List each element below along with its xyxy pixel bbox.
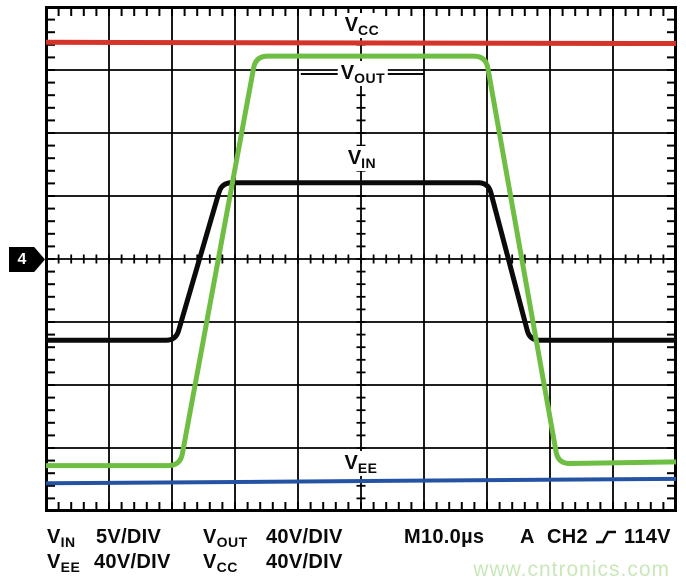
vin-trace-label: VIN <box>344 146 380 171</box>
watermark: www.cntronics.com <box>473 558 670 581</box>
trace-vee <box>45 476 677 486</box>
readout-timebase: M10.0µs <box>404 526 485 548</box>
readout-trigger-mode: A <box>520 526 535 548</box>
readout-vee-scale: 40V/DIV <box>94 551 171 573</box>
readout-trigger-source: CH2 <box>547 526 588 548</box>
readout-vee-name: VEE <box>47 551 81 575</box>
readout-vcc-scale: 40V/DIV <box>266 551 343 573</box>
vout-trace-label-text: VOUT <box>337 61 389 86</box>
readout-vin-scale: 5V/DIV <box>96 526 162 548</box>
vout-label-left-leader-line <box>300 72 338 75</box>
trace-vin <box>46 180 676 343</box>
vout-label-right-leader-line <box>388 72 426 75</box>
readout-vout-scale: 40V/DIV <box>266 526 343 548</box>
graticule-and-traces <box>45 6 677 512</box>
vee-trace-label: VEE <box>341 451 381 476</box>
channel-4-marker-label: 4 <box>17 250 27 268</box>
vee-trace-label-text: VEE <box>341 451 381 476</box>
vcc-trace-label: VCC <box>341 13 383 38</box>
vout-trace-label: VOUT <box>300 61 426 86</box>
vcc-trace-label-text: VCC <box>341 13 383 38</box>
trace-vcc <box>45 39 677 47</box>
readout-vcc-name: VCC <box>203 551 238 575</box>
readout-vin-name: VIN <box>47 526 76 550</box>
rising-edge-trigger-icon <box>596 530 616 544</box>
readout-trigger-level: 114V <box>624 526 671 548</box>
vin-trace-label-text: VIN <box>344 146 380 171</box>
trace-vout <box>46 53 677 469</box>
readout-vout-name: VOUT <box>203 526 248 550</box>
